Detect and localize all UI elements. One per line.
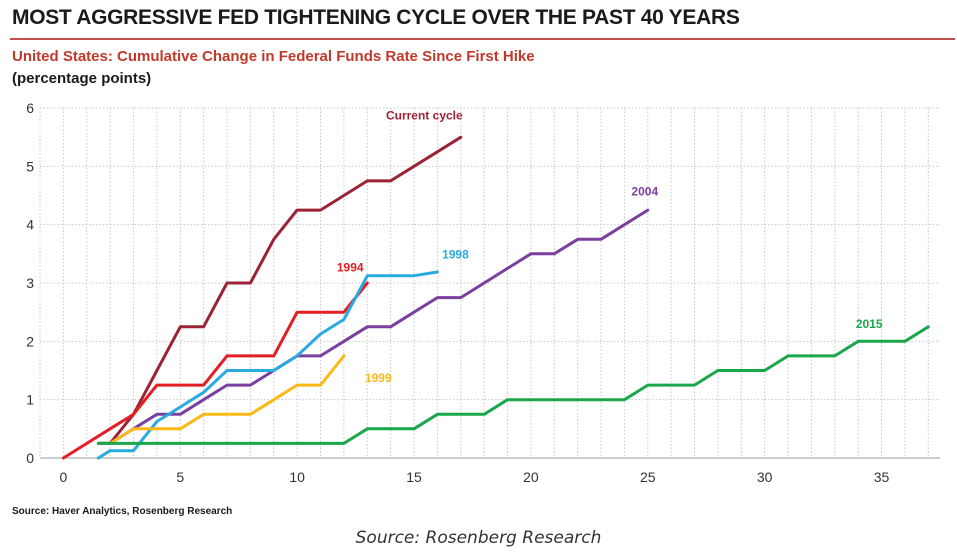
- x-tick-label: 10: [289, 469, 305, 485]
- y-tick-label: 3: [26, 275, 34, 291]
- page-title: MOST AGGRESSIVE FED TIGHTENING CYCLE OVE…: [12, 6, 740, 29]
- title-divider: [10, 38, 955, 40]
- y-tick-label: 5: [26, 158, 34, 174]
- series-line-2015: [96, 325, 930, 445]
- x-tick-label: 0: [59, 469, 67, 485]
- y-tick-label: 2: [26, 333, 34, 349]
- series-label-2004: 2004: [631, 185, 658, 199]
- x-tick-label: 5: [176, 469, 184, 485]
- series-label-1994: 1994: [337, 260, 364, 274]
- x-tick-label: 20: [523, 469, 539, 485]
- y-tick-label: 6: [26, 100, 34, 116]
- series-label-1998: 1998: [442, 248, 469, 262]
- series-line-1999: [96, 354, 346, 445]
- x-tick-label: 15: [406, 469, 422, 485]
- series-line-current-cycle: [96, 135, 463, 445]
- y-tick-label: 4: [26, 217, 34, 233]
- series-label-2015: 2015: [856, 317, 883, 331]
- series-label-current-cycle: Current cycle: [386, 109, 463, 123]
- x-tick-label: 30: [757, 469, 773, 485]
- unit-note: (percentage points): [12, 70, 152, 87]
- series-line-1998: [96, 270, 439, 460]
- x-tick-label: 35: [874, 469, 890, 485]
- y-tick-label: 1: [26, 392, 34, 408]
- grid-layer: [39, 107, 940, 458]
- series-label-1999: 1999: [365, 371, 392, 385]
- image-caption: Source: Rosenberg Research: [355, 528, 602, 548]
- series-line-1994: [61, 281, 369, 460]
- label-layer: Current cycle 2004 1994 1998 1999 2015: [337, 109, 883, 385]
- y-tick-label: 0: [26, 450, 34, 466]
- x-tick-label: 25: [640, 469, 656, 485]
- source-note: Source: Haver Analytics, Rosenberg Resea…: [12, 506, 233, 517]
- series-line-2004: [96, 208, 650, 445]
- axis-layer: 0 1 2 3 4 5 6 0 5 10 15 20 25 30 35: [26, 100, 940, 485]
- series-layer: [61, 135, 930, 460]
- chart-subtitle: United States: Cumulative Change in Fede…: [12, 48, 535, 65]
